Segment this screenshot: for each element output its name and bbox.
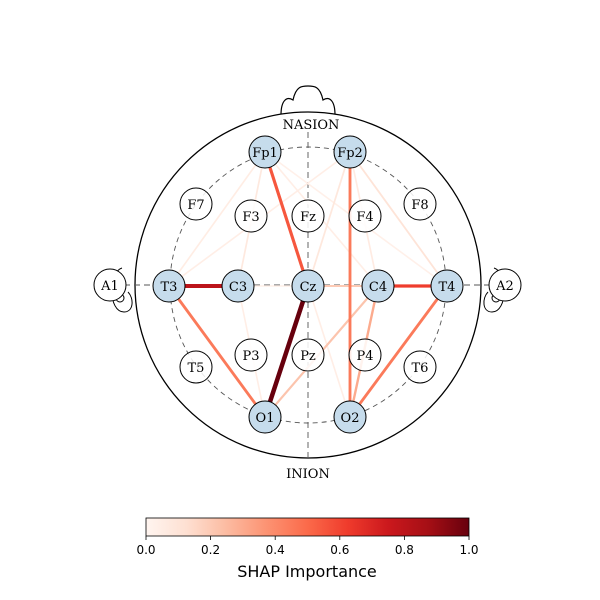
electrode-label: Fp1: [252, 146, 278, 161]
electrode-label: T4: [439, 280, 456, 295]
electrode-circle: [221, 269, 255, 303]
electrode-f4: F4: [348, 199, 382, 233]
electrode-circle: [291, 338, 325, 372]
electrode-label: Cz: [300, 280, 317, 295]
electrode-label: P4: [356, 349, 373, 364]
electrode-circle: [333, 400, 367, 434]
electrode-label: Fp2: [337, 146, 363, 161]
electrode-f3: F3: [234, 199, 268, 233]
colorbar-tick-label: 0.8: [395, 543, 414, 557]
inion-label: INION: [286, 467, 330, 482]
electrode-pz: Pz: [291, 338, 325, 372]
colorbar-tick-label: 0.4: [266, 543, 285, 557]
electrode-label: T6: [412, 361, 429, 376]
nasion-label: NASION: [283, 118, 340, 133]
electrode-t5: T5: [179, 350, 213, 384]
colorbar-tick-label: 1.0: [459, 543, 478, 557]
ear-electrode-a2: A2: [488, 268, 522, 302]
electrode-f8: F8: [403, 187, 437, 221]
electrode-label: C4: [369, 280, 387, 295]
electrode-label: P3: [242, 349, 259, 364]
electrode-nodes: Fp1 Fp2 F7 F3 Fz F4 F8 T3 C3 Cz C4 T4 T5 P3 Pz P4 T6 O1 O2: [152, 135, 464, 434]
electrode-circle: [403, 187, 437, 221]
colorbar-ticks: 0.0 0.2 0.4 0.6 0.8 1.0: [136, 536, 479, 557]
electrode-circle: [179, 350, 213, 384]
ear-electrode-a1: A1: [93, 268, 127, 302]
electrode-circle: [248, 400, 282, 434]
electrode-label: T3: [161, 280, 178, 295]
electrode-circle: [333, 135, 367, 169]
colorbar-gradient: [145, 517, 470, 537]
colorbar-tick-label: 0.6: [330, 543, 349, 557]
electrode-o1: O1: [248, 400, 282, 434]
electrode-circle: [248, 135, 282, 169]
electrode-fz: Fz: [291, 199, 325, 233]
electrode-label: T5: [188, 361, 205, 376]
electrode-label: F3: [242, 210, 259, 225]
connection-t4-o2: [348, 284, 449, 419]
electrode-p4: P4: [348, 338, 382, 372]
electrode-cz: Cz: [291, 269, 325, 303]
electrode-label: F8: [411, 198, 428, 213]
electrode-t3: T3: [152, 269, 186, 303]
nose-outline: [280, 85, 336, 116]
electrode-c3: C3: [221, 269, 255, 303]
electrode-o2: O2: [333, 400, 367, 434]
electrode-fp1: Fp1: [248, 135, 282, 169]
connection-cz-o2: [307, 285, 351, 418]
electrode-t6: T6: [403, 350, 437, 384]
electrode-label: Pz: [300, 349, 316, 364]
connection-cz-o1: [262, 283, 311, 420]
electrode-circle: [403, 350, 437, 384]
connection-fp1-cz: [263, 150, 310, 288]
connection-fp2-cz: [307, 151, 351, 287]
electrode-t4: T4: [430, 269, 464, 303]
electrode-label: O2: [341, 411, 360, 426]
electrode-c4: C4: [361, 269, 395, 303]
electrode-f7: F7: [179, 187, 213, 221]
electrode-p3: P3: [234, 338, 268, 372]
electrode-label: Fz: [300, 210, 316, 225]
electrode-circle: [348, 199, 382, 233]
connection-fp2-t4: [349, 151, 448, 287]
electrode-label: F4: [356, 210, 373, 225]
electrode-fp2: Fp2: [333, 135, 367, 169]
electrode-circle: [234, 199, 268, 233]
electrode-circle: [348, 338, 382, 372]
colorbar-label: SHAP Importance: [237, 562, 377, 581]
colorbar-tick-label: 0.0: [136, 543, 155, 557]
electrode-circle: [361, 269, 395, 303]
electrode-label: O1: [256, 411, 275, 426]
colorbar-tick-label: 0.2: [201, 543, 220, 557]
electrode-circle: [152, 269, 186, 303]
connection-fp1-t3: [168, 151, 266, 287]
connection-t3-o1: [167, 284, 267, 419]
electrode-circle: [430, 269, 464, 303]
electrode-circle: [291, 199, 325, 233]
electrode-label: C3: [229, 280, 247, 295]
electrode-circle: [234, 338, 268, 372]
electrode-label: A2: [495, 279, 514, 294]
electrode-circle: [291, 269, 325, 303]
electrode-circle: [179, 187, 213, 221]
electrode-label: F7: [187, 198, 204, 213]
electrode-label: A1: [100, 279, 119, 294]
